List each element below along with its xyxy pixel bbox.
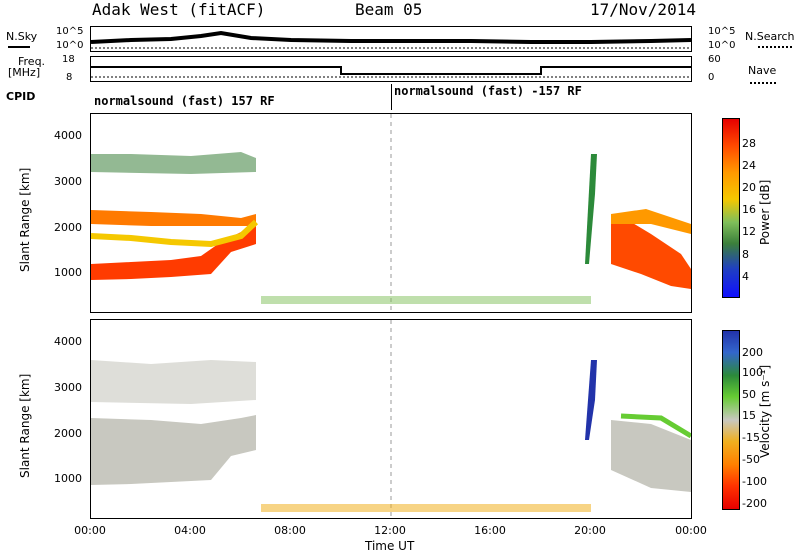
power-ytick: 2000 — [54, 221, 82, 234]
freq-label: Freq. — [18, 55, 46, 68]
power-ylabel: Slant Range [km] — [18, 167, 32, 272]
nsky-tick-top: 10^5 — [56, 26, 84, 37]
nsearch-tick-top: 10^5 — [708, 26, 736, 37]
power-cb-tick: 8 — [742, 248, 749, 261]
nsearch-legend-dots — [758, 46, 792, 48]
nave-label: Nave — [748, 64, 777, 77]
velocity-ytick: 2000 — [54, 427, 82, 440]
power-sparse-band — [91, 152, 256, 174]
nave-tick-top: 60 — [708, 54, 721, 65]
station-title: Adak West (fitACF) — [92, 0, 266, 19]
velocity-cb-tick: 15 — [742, 409, 756, 422]
x-tick: 20:00 — [574, 524, 606, 537]
power-dawn-upper — [611, 209, 691, 234]
nsky-label: N.Sky — [6, 30, 38, 43]
power-band-main — [91, 222, 256, 280]
nsky-panel — [90, 26, 692, 52]
velocity-cb-tick: 100 — [742, 366, 763, 379]
nsky-trace — [91, 30, 691, 49]
nave-legend-dots — [750, 82, 776, 84]
velocity-plot — [91, 320, 691, 518]
power-panel — [90, 113, 692, 313]
velocity-cb-tick: -15 — [742, 431, 760, 444]
power-ytick: 3000 — [54, 175, 82, 188]
beam-title: Beam 05 — [355, 0, 423, 19]
cpid-text-left: normalsound (fast) 157 RF — [94, 94, 275, 108]
freq-unit: [MHz] — [8, 66, 41, 79]
power-plot — [91, 114, 691, 312]
x-tick: 16:00 — [474, 524, 506, 537]
power-ytick: 1000 — [54, 266, 82, 279]
velocity-colorbar — [722, 330, 740, 510]
power-ytick: 4000 — [54, 129, 82, 142]
power-spike — [585, 154, 597, 264]
freq-panel — [90, 56, 692, 82]
power-cb-tick: 24 — [742, 159, 756, 172]
velocity-ytick: 1000 — [54, 472, 82, 485]
power-cb-tick: 20 — [742, 181, 756, 194]
velocity-cb-tick: 50 — [742, 388, 756, 401]
velocity-band-main — [91, 415, 256, 485]
x-tick: 04:00 — [174, 524, 206, 537]
power-band-upper — [91, 210, 256, 226]
velocity-cb-tick: -200 — [742, 497, 767, 510]
nsky-tick-bottom: 10^0 — [56, 40, 84, 51]
velocity-spike — [585, 360, 597, 440]
power-ground-band — [261, 296, 591, 304]
velocity-ground-band — [261, 504, 591, 512]
nsky-legend-line — [8, 46, 30, 48]
date-title: 17/Nov/2014 — [590, 0, 696, 19]
nsearch-label: N.Search — [745, 30, 795, 43]
power-colorbar — [722, 118, 740, 298]
x-tick: 00:00 — [74, 524, 106, 537]
power-cb-tick: 16 — [742, 203, 756, 216]
velocity-dawn-band — [611, 420, 691, 492]
cpid-text-right: normalsound (fast) -157 RF — [394, 84, 582, 98]
velocity-sparse-band — [91, 360, 256, 404]
cpid-divider — [391, 84, 392, 110]
velocity-cb-tick: 200 — [742, 346, 763, 359]
nsky-trace-line — [91, 30, 691, 44]
velocity-cb-title: Velocity [m s⁻¹] — [758, 364, 772, 458]
power-dawn-band — [611, 214, 691, 289]
nave-tick-bottom: 0 — [708, 72, 715, 83]
velocity-ytick: 3000 — [54, 381, 82, 394]
velocity-cb-tick: -100 — [742, 475, 767, 488]
power-cb-tick: 4 — [742, 270, 749, 283]
velocity-ytick: 4000 — [54, 335, 82, 348]
cpid-label: CPID — [6, 90, 36, 103]
freq-trace — [91, 66, 691, 78]
x-tick: 00:00 — [675, 524, 707, 537]
freq-trace-line — [91, 66, 691, 75]
nsearch-tick-bottom: 10^0 — [708, 40, 736, 51]
power-cb-tick: 28 — [742, 137, 756, 150]
power-band-outer — [91, 219, 259, 248]
x-tick: 12:00 — [374, 524, 406, 537]
velocity-panel — [90, 319, 692, 519]
velocity-dawn-edge — [620, 413, 691, 439]
power-cb-tick: 12 — [742, 225, 756, 238]
power-cb-title: Power [dB] — [758, 179, 772, 245]
x-tick: 08:00 — [274, 524, 306, 537]
velocity-cb-tick: -50 — [742, 453, 760, 466]
freq-tick-bottom: 8 — [66, 72, 73, 83]
x-axis-label: Time UT — [365, 539, 415, 553]
freq-tick-top: 18 — [62, 54, 75, 65]
velocity-ylabel: Slant Range [km] — [18, 373, 32, 478]
